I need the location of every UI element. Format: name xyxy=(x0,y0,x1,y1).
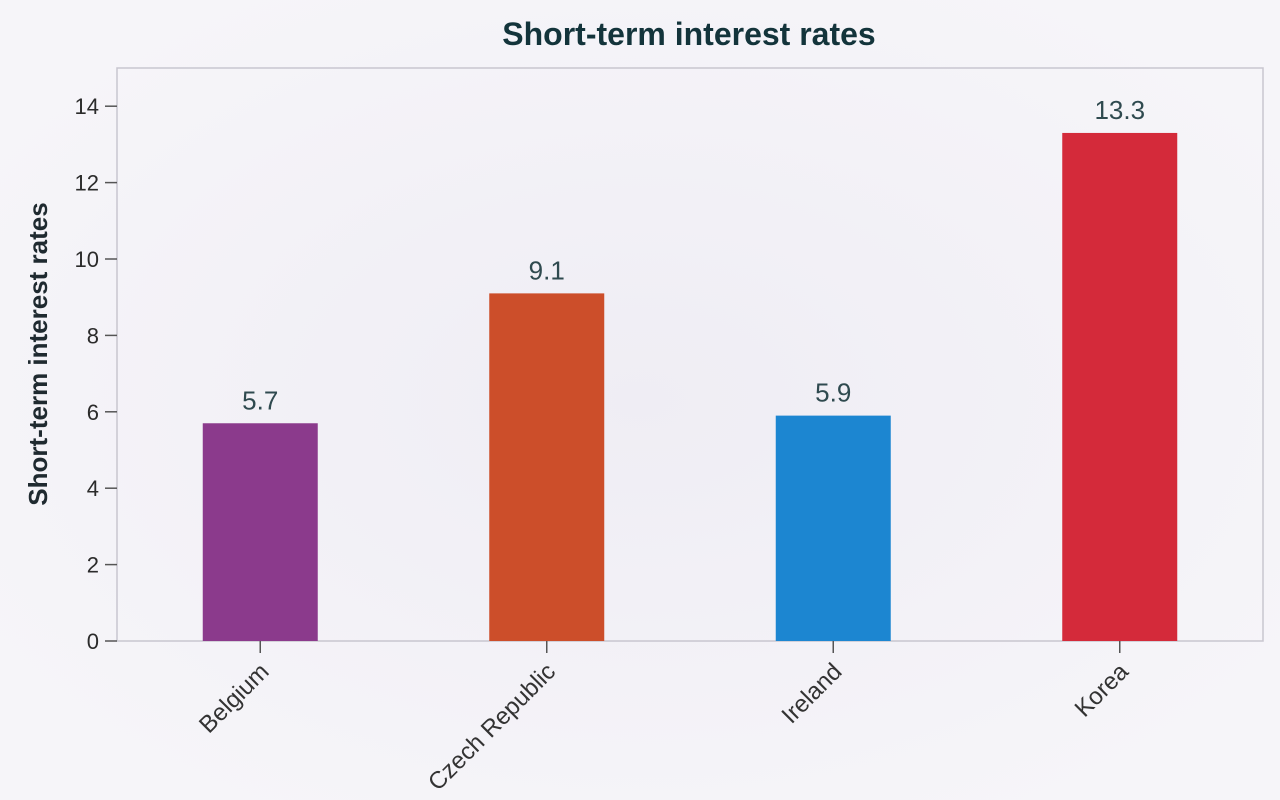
y-tick-label: 8 xyxy=(87,323,99,348)
bar-czech-republic xyxy=(489,293,605,641)
bar-korea xyxy=(1062,132,1178,641)
bar-ireland xyxy=(775,415,891,641)
data-label: 5.7 xyxy=(242,385,278,415)
bar-belgium xyxy=(202,423,318,641)
y-tick-label: 2 xyxy=(87,553,99,578)
y-tick-label: 0 xyxy=(87,629,99,654)
chart-title: Short-term interest rates xyxy=(502,16,875,52)
plot-frame xyxy=(116,67,1264,642)
y-axis: 0 2 4 6 8 10 12 14 xyxy=(75,94,117,654)
data-label: 13.3 xyxy=(1094,95,1145,125)
y-tick-label: 4 xyxy=(87,476,99,501)
y-tick-label: 12 xyxy=(75,171,99,196)
y-axis-label: Short-term interest rates xyxy=(23,202,53,505)
data-label: 5.9 xyxy=(815,378,851,408)
bars: 5.7 9.1 5.9 13.3 xyxy=(202,95,1178,641)
y-tick-label: 6 xyxy=(87,400,99,425)
data-label: 9.1 xyxy=(529,255,565,285)
y-tick-label: 10 xyxy=(75,247,99,272)
y-tick-label: 14 xyxy=(75,94,99,119)
